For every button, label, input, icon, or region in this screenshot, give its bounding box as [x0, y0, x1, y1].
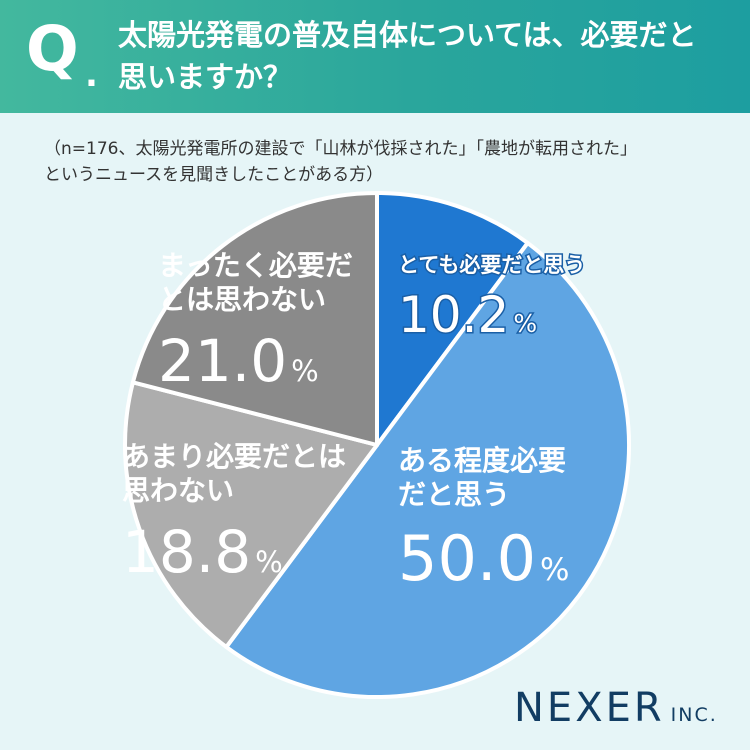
question-header: Q . 太陽光発電の普及自体については、必要だと 思いますか？	[0, 0, 750, 113]
sample-note-line-1: （n=176、太陽光発電所の建設で「山林が伐採された」「農地が転用された」	[44, 139, 637, 159]
slice-percent-2: %	[540, 552, 569, 588]
slice-label-3-line-2: 思わない	[122, 474, 234, 507]
slice-label-3-line-1: あまり必要だとは	[122, 440, 346, 473]
slice-label-4-line-2: とは思わない	[158, 283, 326, 316]
q-mark: Q	[26, 12, 79, 85]
question-line-1: 太陽光発電の普及自体については、必要だと	[118, 18, 697, 52]
slice-percent-3: %	[255, 545, 283, 579]
question-text: 太陽光発電の普及自体については、必要だと 思いますか？	[118, 14, 738, 98]
q-dot: .	[85, 55, 98, 95]
pie-slice-3	[123, 380, 379, 649]
slice-label-1-line-1: とても必要だと思う	[398, 253, 585, 277]
sample-note: （n=176、太陽光発電所の建設で「山林が伐採された」「農地が転用された」 とい…	[44, 136, 724, 188]
pie-slice-2	[224, 241, 631, 699]
slice-label-2-line-1: ある程度必要	[398, 444, 566, 477]
logo-suffix-text: INC.	[670, 704, 718, 726]
question-line-2: 思いますか？	[118, 60, 293, 94]
pie-slice-1	[375, 191, 530, 447]
slice-percent-1: %	[513, 309, 537, 338]
logo-main-text: NEXER	[514, 685, 665, 731]
nexer-logo: NEXER INC.	[514, 688, 718, 728]
slice-label-4-line-1: まったく必要だ	[158, 249, 353, 282]
slice-label-2-line-2: だと思う	[398, 478, 510, 511]
pie-slice-4	[130, 191, 379, 447]
sample-note-line-2: というニュースを見聞きしたことがある方）	[44, 165, 384, 185]
slice-percent-4: %	[291, 354, 319, 388]
